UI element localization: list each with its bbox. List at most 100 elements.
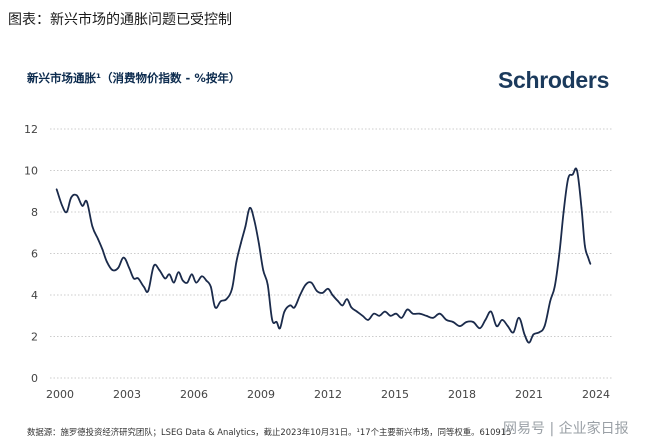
x-tick-label: 2009 <box>247 388 275 401</box>
data-point <box>279 327 281 330</box>
data-point <box>240 242 242 244</box>
data-point <box>81 205 84 207</box>
data-point <box>249 207 251 209</box>
data-point <box>283 310 286 313</box>
data-point <box>459 325 461 327</box>
y-tick-label: 10 <box>24 165 38 178</box>
data-point <box>384 310 386 313</box>
data-point <box>201 275 203 278</box>
data-point <box>567 178 569 180</box>
data-point <box>253 219 256 222</box>
data-point <box>55 188 58 190</box>
y-tick-label: 8 <box>31 206 38 219</box>
data-point <box>293 306 296 309</box>
data-point <box>543 325 546 327</box>
series-layer <box>55 167 592 344</box>
y-tick-label: 4 <box>31 289 38 302</box>
data-point <box>225 298 228 300</box>
data-point <box>164 277 166 280</box>
data-point <box>571 173 574 176</box>
data-point <box>406 308 409 311</box>
data-point <box>101 248 104 251</box>
data-point <box>258 242 260 244</box>
data-point <box>266 283 269 286</box>
data-point <box>220 300 222 303</box>
data-point <box>350 306 353 309</box>
data-point <box>395 312 397 315</box>
x-axis-ticks: 2000 2003 2006 2009 2012 2015 2018 2021 2024 <box>46 388 610 401</box>
data-point <box>205 279 208 282</box>
y-tick-label: 12 <box>24 123 38 136</box>
grid-lines <box>50 128 612 379</box>
data-point <box>389 315 392 317</box>
data-point <box>231 288 233 290</box>
inflation-series-line <box>55 167 592 344</box>
x-tick-label: 2015 <box>381 388 409 401</box>
data-point <box>327 288 329 290</box>
data-point <box>425 315 428 317</box>
data-point <box>244 225 247 228</box>
data-point <box>373 312 375 315</box>
data-point <box>275 321 278 323</box>
data-point <box>361 315 364 317</box>
data-point <box>438 312 441 315</box>
data-point <box>111 269 114 271</box>
data-point <box>378 315 381 317</box>
data-point <box>512 331 515 334</box>
data-point <box>195 281 197 284</box>
data-point <box>562 211 565 213</box>
data-point <box>91 225 94 228</box>
data-point <box>337 300 339 303</box>
data-point <box>132 277 135 280</box>
data-point <box>70 196 72 199</box>
data-point <box>495 325 498 327</box>
data-point <box>168 273 171 276</box>
data-point <box>191 273 193 276</box>
data-point <box>128 267 130 269</box>
data-point <box>418 312 421 315</box>
data-point <box>299 294 301 296</box>
data-point <box>490 310 492 313</box>
data-point <box>214 306 216 309</box>
data-point <box>412 312 414 315</box>
y-tick-label: 0 <box>31 372 38 385</box>
data-point <box>117 267 119 269</box>
x-tick-label: 2012 <box>314 388 342 401</box>
data-point <box>472 321 475 323</box>
data-point <box>137 277 139 280</box>
data-point <box>310 281 313 284</box>
data-point <box>479 327 481 330</box>
x-tick-label: 2003 <box>113 388 141 401</box>
data-point <box>65 211 68 213</box>
data-point <box>432 317 434 319</box>
data-point <box>452 321 454 323</box>
data-point <box>262 269 265 271</box>
data-point <box>346 298 348 300</box>
data-point <box>235 261 238 263</box>
data-point <box>76 194 78 197</box>
data-point <box>289 304 291 307</box>
data-point <box>558 254 560 257</box>
data-point <box>106 261 108 263</box>
data-point <box>501 319 504 321</box>
data-point <box>553 285 556 288</box>
data-point <box>304 283 307 286</box>
data-point <box>587 256 589 259</box>
data-point <box>538 331 540 334</box>
data-point <box>507 325 509 327</box>
data-point <box>400 317 403 319</box>
data-point <box>177 271 180 274</box>
x-tick-label: 2000 <box>46 388 74 401</box>
data-point <box>549 300 551 303</box>
data-point <box>465 321 468 323</box>
schroders-logo: Schroders <box>498 67 610 93</box>
data-point <box>61 205 63 207</box>
data-point <box>341 304 344 307</box>
data-point <box>532 333 535 336</box>
watermark: 网易号 | 企业家日报 <box>503 421 629 437</box>
x-tick-label: 2021 <box>515 388 543 401</box>
data-point <box>580 207 583 209</box>
data-point <box>147 290 149 292</box>
data-point <box>210 285 212 288</box>
data-point <box>143 285 145 288</box>
